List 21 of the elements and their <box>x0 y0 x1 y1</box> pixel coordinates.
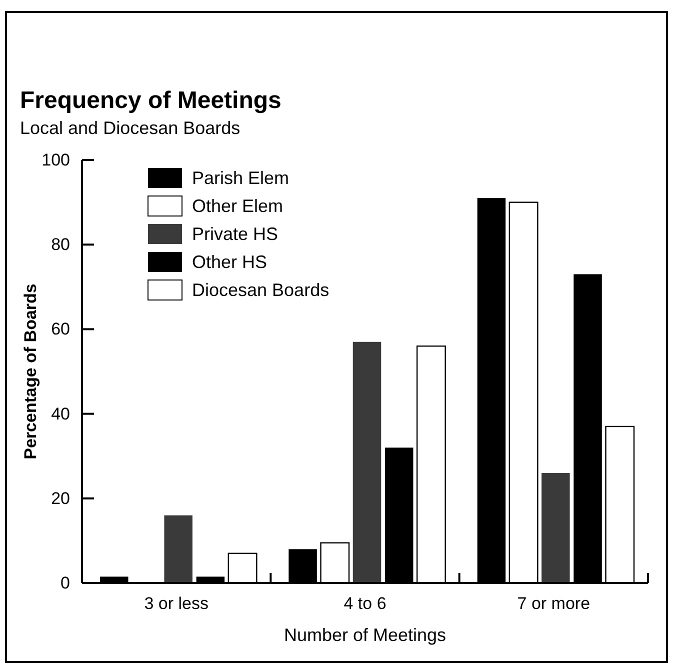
y-tick-label: 60 <box>51 320 70 339</box>
bar <box>352 342 382 583</box>
y-tick-label: 40 <box>51 404 70 424</box>
y-axis-title: Percentage of Boards <box>21 284 40 460</box>
bar <box>542 473 570 583</box>
legend-label: Private HS <box>192 224 278 244</box>
legend-label: Other HS <box>192 252 268 272</box>
chart-subtitle: Local and Diocesan Boards <box>20 118 240 138</box>
x-axis-title: Number of Meetings <box>284 625 446 645</box>
x-tick-label: 3 or less <box>144 594 208 614</box>
y-tick-label: 100 <box>42 150 70 170</box>
legend-label: Other Elem <box>192 196 284 216</box>
x-tick-label: 7 or more <box>517 594 590 614</box>
legend-label: Parish Elem <box>192 168 290 188</box>
y-tick-label: 0 <box>60 573 70 592</box>
y-tick-label: 80 <box>51 235 70 254</box>
x-tick-label: 4 to 6 <box>344 594 386 614</box>
legend-label: Diocesan Boards <box>192 280 330 300</box>
y-tick-label: 20 <box>51 488 70 508</box>
bar <box>164 515 192 583</box>
chart-title: Frequency of Meetings <box>20 87 282 114</box>
